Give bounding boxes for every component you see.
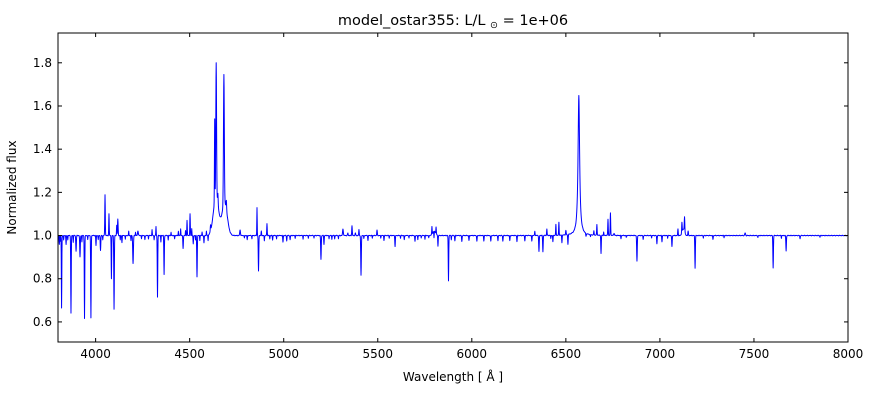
x-tick-label: 6000 bbox=[457, 347, 488, 361]
x-tick-label: 5000 bbox=[268, 347, 299, 361]
axis-tick-labels: 4000 4500 5000 5500 6000 6500 7000 7500 8000 0.6 0… bbox=[33, 56, 863, 361]
axis-ticks bbox=[58, 33, 849, 342]
y-tick-label: 1.2 bbox=[33, 185, 52, 199]
plot-title-prefix: model_ostar355: L/L bbox=[338, 13, 486, 29]
x-axis-label: Wavelength [ Å ] bbox=[403, 369, 503, 384]
x-tick-label: 6500 bbox=[551, 347, 582, 361]
y-tick-label: 1.8 bbox=[33, 56, 52, 70]
spectrum-line bbox=[57, 62, 849, 319]
plot-title-suffix: = 1e+06 bbox=[503, 13, 569, 29]
plot-title: model_ostar355: L/L ⊙ = 1e+06 bbox=[338, 13, 568, 32]
y-tick-label: 0.6 bbox=[33, 315, 52, 329]
y-tick-label: 1.4 bbox=[33, 142, 52, 156]
x-tick-label: 7000 bbox=[645, 347, 676, 361]
x-tick-label: 4000 bbox=[80, 347, 111, 361]
x-tick-label: 4500 bbox=[174, 347, 205, 361]
y-tick-label: 1.6 bbox=[33, 99, 52, 113]
y-axis-label: Normalized flux bbox=[5, 140, 19, 234]
sun-symbol: ⊙ bbox=[490, 20, 498, 31]
x-tick-label: 5500 bbox=[362, 347, 393, 361]
x-tick-label: 8000 bbox=[833, 347, 864, 361]
x-tick-label: 7500 bbox=[739, 347, 770, 361]
plot-background bbox=[58, 33, 848, 342]
y-tick-label: 1.0 bbox=[33, 229, 52, 243]
y-tick-label: 0.8 bbox=[33, 272, 52, 286]
axes-frame bbox=[57, 32, 849, 343]
